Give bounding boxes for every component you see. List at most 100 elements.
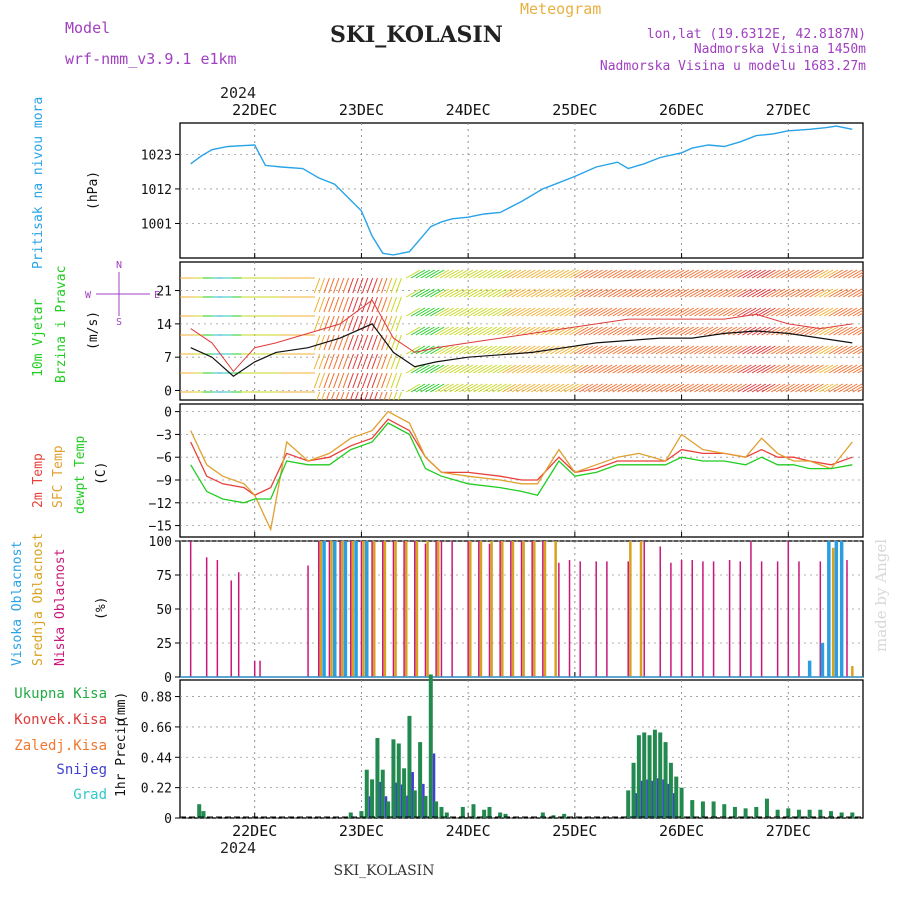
wind-barb xyxy=(727,345,743,355)
bottom-date-label: 23DEC xyxy=(339,822,384,840)
wind-barb xyxy=(395,296,402,313)
wind-barb xyxy=(385,334,393,351)
wind-barb xyxy=(823,383,839,393)
wind-barb xyxy=(617,288,632,298)
wind-barb xyxy=(458,364,474,374)
wind-barb xyxy=(564,307,579,317)
wind-barb xyxy=(318,353,326,370)
wind-barb xyxy=(318,372,326,389)
wind-barb xyxy=(742,288,757,298)
wind-barb xyxy=(713,345,728,355)
precip-bar xyxy=(850,812,855,818)
wind-barb xyxy=(746,383,762,393)
precip-bar xyxy=(364,769,369,818)
wind-barb xyxy=(684,288,699,298)
precip-bar xyxy=(652,729,657,818)
wind-barb xyxy=(473,288,488,298)
precip-bar xyxy=(391,739,396,818)
precip-snow-bar xyxy=(667,783,671,818)
wind-barb xyxy=(843,383,858,393)
wind-barb xyxy=(670,345,685,355)
wind-barb xyxy=(390,353,398,370)
wind-barb xyxy=(564,326,579,336)
wind-barb xyxy=(482,307,498,317)
wind-barb xyxy=(828,269,843,279)
precip-bar xyxy=(396,743,401,818)
precip-bar xyxy=(663,742,668,818)
cloud-bar xyxy=(350,541,352,677)
wind-barb xyxy=(352,277,359,294)
wind-barb xyxy=(689,364,704,374)
cloud-bar xyxy=(259,660,261,677)
wind-barb xyxy=(737,364,752,374)
temperature-ytick-label: −3 xyxy=(156,428,172,443)
wind-barb xyxy=(790,383,805,393)
cloud-bar xyxy=(372,541,376,677)
wind-barb xyxy=(482,345,498,355)
precip-bar xyxy=(380,769,385,818)
wind-barb xyxy=(770,326,786,336)
wind-barb xyxy=(847,383,863,393)
wind-barb xyxy=(655,269,671,279)
wind-barb xyxy=(718,383,733,393)
temperature-ytick-label: 0 xyxy=(164,406,172,421)
cloud-bar xyxy=(543,541,547,677)
wind-barb xyxy=(775,383,791,393)
cloud-bar xyxy=(568,560,571,677)
wind-barb xyxy=(371,334,378,351)
wind-barb xyxy=(722,269,738,279)
wind-barb xyxy=(468,345,483,355)
wind-barb xyxy=(622,345,637,355)
wind-barb xyxy=(828,364,843,374)
wind-barb xyxy=(694,345,709,355)
wind-barb xyxy=(804,307,819,317)
wind-barb xyxy=(535,364,551,374)
wind-barb xyxy=(809,383,824,393)
wind-barb xyxy=(333,277,340,294)
wind-barb xyxy=(511,364,527,374)
cloud-bar xyxy=(437,541,440,677)
cloud-bar xyxy=(360,541,363,677)
wind-barb xyxy=(415,269,430,279)
cloud-bar xyxy=(392,541,395,677)
wind-barb xyxy=(497,345,512,355)
wind-barb xyxy=(588,269,603,279)
wind-ytick-label: 21 xyxy=(156,285,172,300)
wind-barb xyxy=(818,345,834,355)
precip-legend: Ukupna Kisa Konvek.Kisa Zaledj.Kisa Snij… xyxy=(14,686,107,803)
wind-barb xyxy=(838,288,853,298)
wind-barb xyxy=(410,364,426,374)
wind-barb xyxy=(679,326,695,336)
wind-barb xyxy=(361,296,369,313)
wind-barb xyxy=(780,326,795,336)
temp-line-2 xyxy=(190,422,853,504)
wind-barb xyxy=(337,277,345,294)
wind-barb xyxy=(352,315,359,332)
wind-barb xyxy=(694,288,709,298)
wind-barb xyxy=(535,269,551,279)
wind-barb xyxy=(650,288,666,298)
cloud-bar xyxy=(643,541,645,677)
cloud-bar xyxy=(343,541,348,677)
wind-barb xyxy=(318,334,326,351)
wind-barb xyxy=(383,391,388,400)
wind-barb xyxy=(646,364,661,374)
wind-barb xyxy=(737,288,752,298)
cloud-bar xyxy=(451,541,453,677)
wind-barb xyxy=(689,383,704,393)
wind-barb xyxy=(785,364,800,374)
cloud-bar xyxy=(354,541,358,677)
pressure-ytick-label: 1023 xyxy=(141,148,172,163)
wind-barb xyxy=(588,364,603,374)
wind-barb xyxy=(823,307,839,317)
wind-barb xyxy=(804,383,819,393)
temp-line-1 xyxy=(190,410,853,532)
precip-snow-bar xyxy=(662,779,665,818)
precip-snow-bar xyxy=(379,781,382,818)
wind-barb xyxy=(833,364,848,374)
precip-bar xyxy=(370,779,375,818)
wind-barb xyxy=(583,307,599,317)
precip-bar xyxy=(375,737,380,818)
wind-barb xyxy=(492,307,507,317)
temperature-ytick-label: −9 xyxy=(156,474,172,489)
